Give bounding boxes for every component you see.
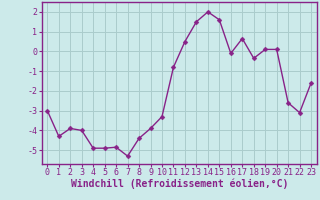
X-axis label: Windchill (Refroidissement éolien,°C): Windchill (Refroidissement éolien,°C) xyxy=(70,179,288,189)
